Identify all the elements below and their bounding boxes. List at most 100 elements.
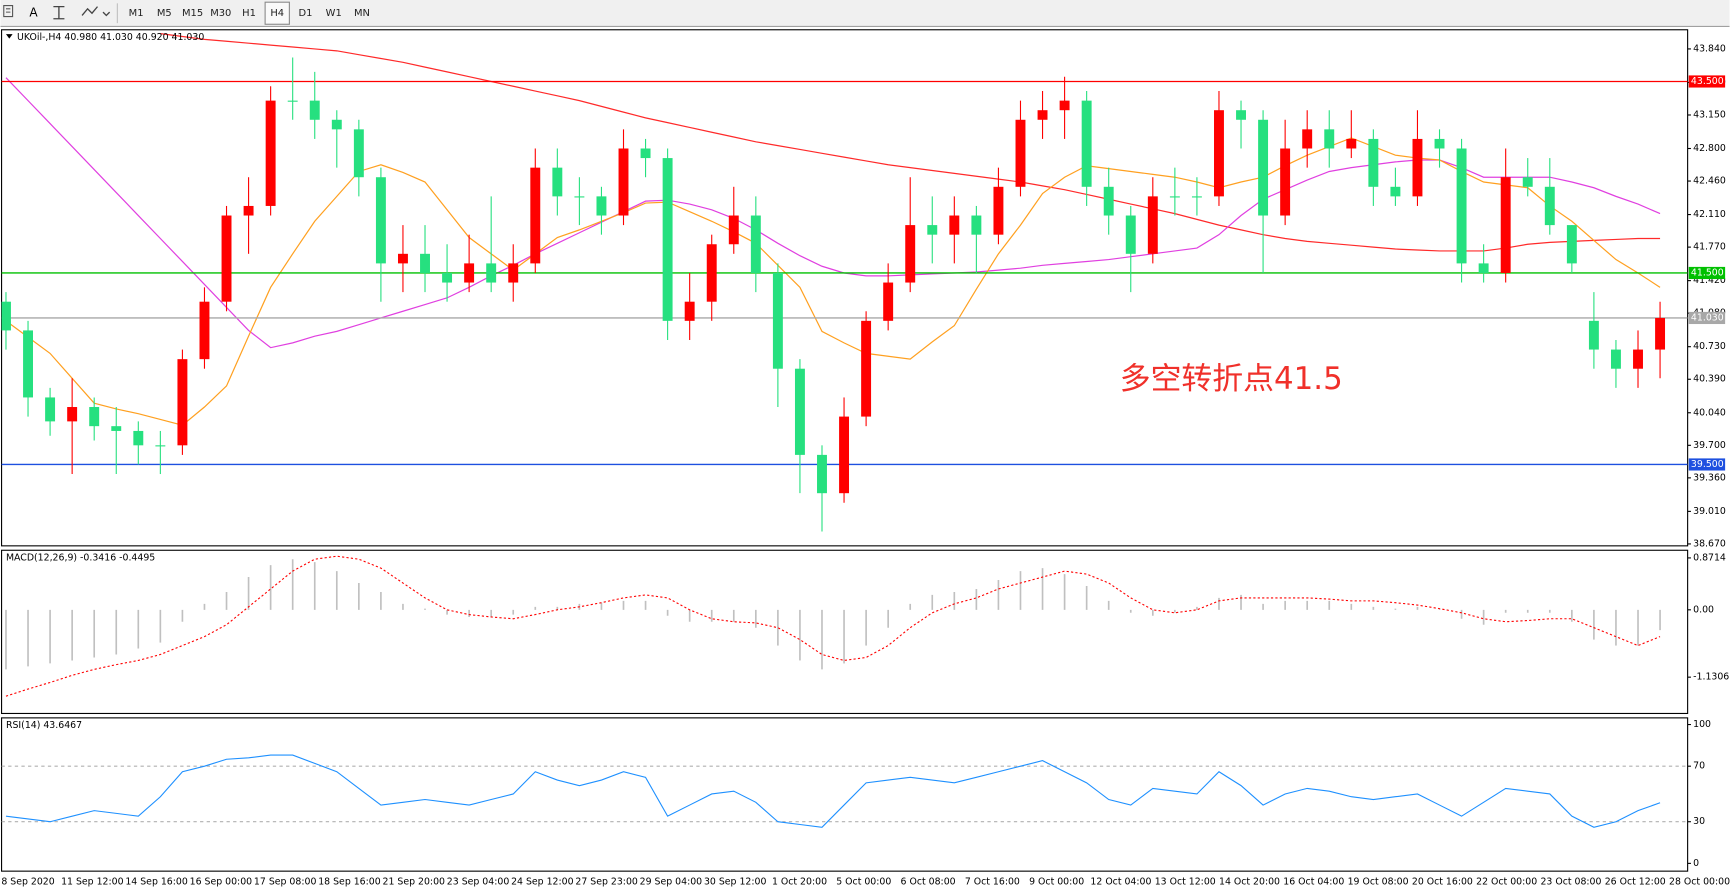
candle-body xyxy=(1214,110,1224,197)
plot-content xyxy=(1,32,1688,532)
candle-body xyxy=(1015,119,1026,187)
plot-content xyxy=(1,754,1688,828)
price-level-label: 41.500 xyxy=(1691,267,1724,278)
candle-body xyxy=(949,215,960,235)
candle-body xyxy=(1302,129,1313,149)
toolbar-bg xyxy=(0,0,1730,27)
indicator-panel: 100 70 30 0 RSI(14) 43.6467 xyxy=(1,717,1711,872)
y-tick-label: 30 xyxy=(1693,816,1705,827)
price-level-tag xyxy=(1688,266,1726,280)
candle-body xyxy=(1280,148,1291,216)
candle-body xyxy=(817,454,827,494)
timeframe-button[interactable]: MN xyxy=(354,8,370,19)
candle-body xyxy=(309,100,320,120)
candle-body xyxy=(1588,320,1599,350)
timeframe-button[interactable]: D1 xyxy=(299,8,313,19)
candle-body xyxy=(839,416,850,494)
timeframe-button[interactable]: M30 xyxy=(210,8,231,19)
y-tick-label: 40.390 xyxy=(1693,374,1726,385)
candle-body xyxy=(464,263,475,283)
x-tick-label: 28 Oct 00:00 xyxy=(1669,877,1730,888)
x-tick-label: 19 Oct 08:00 xyxy=(1348,877,1409,888)
candle-body xyxy=(728,215,739,245)
x-tick-label: 27 Sep 23:00 xyxy=(575,877,638,888)
label-tool[interactable] xyxy=(53,5,65,20)
candle-body xyxy=(1610,349,1621,369)
candle-body xyxy=(177,359,188,446)
candle-body xyxy=(221,215,232,302)
candle-body xyxy=(1434,138,1445,149)
y-tick-label: 38.670 xyxy=(1693,538,1726,549)
x-tick-label: 21 Sep 20:00 xyxy=(383,877,446,888)
candle-body xyxy=(883,282,894,321)
candle-body xyxy=(640,148,651,159)
x-tick-label: 13 Oct 12:00 xyxy=(1155,877,1216,888)
candle-body xyxy=(971,215,982,235)
y-tick-label: 43.150 xyxy=(1693,109,1726,120)
candle-body xyxy=(1412,138,1423,197)
x-tick-label: 8 Sep 2020 xyxy=(1,877,54,888)
text-tool[interactable]: A xyxy=(29,6,38,20)
timeframe-button[interactable]: W1 xyxy=(326,8,342,19)
candle-body xyxy=(1478,263,1489,273)
timeframe-button[interactable]: H4 xyxy=(270,8,284,19)
y-tick-label: 39.010 xyxy=(1693,506,1726,517)
x-tick-label: 26 Oct 12:00 xyxy=(1605,877,1666,888)
x-tick-label: 12 Oct 04:00 xyxy=(1090,877,1151,888)
price-level-label: 39.500 xyxy=(1691,459,1724,470)
y-tick-label: -1.1306 xyxy=(1693,672,1729,683)
candle-body xyxy=(706,244,717,302)
candle-body xyxy=(927,225,938,235)
x-tick-label: 11 Sep 12:00 xyxy=(61,877,124,888)
candle-body xyxy=(67,407,78,422)
x-tick-label: 23 Sep 04:00 xyxy=(447,877,510,888)
x-tick-label: 22 Oct 00:00 xyxy=(1476,877,1537,888)
y-tick-label: 100 xyxy=(1693,719,1711,730)
y-tick-label: 39.360 xyxy=(1693,472,1726,483)
candle-body xyxy=(442,272,453,283)
chart-area: 43.84043.49043.15042.80042.46042.11041.7… xyxy=(1,29,1730,888)
candle-body xyxy=(552,167,563,197)
candle-body xyxy=(794,368,805,455)
panel-title: MACD(12,26,9) -0.3416 -0.4495 xyxy=(6,552,155,563)
candle-body xyxy=(1368,138,1379,187)
y-tick-label: 42.110 xyxy=(1693,209,1726,220)
x-tick-label: 20 Oct 16:00 xyxy=(1412,877,1473,888)
y-tick-label: 40.730 xyxy=(1693,341,1726,352)
candle-body xyxy=(750,215,761,273)
indicator-panel: 43.84043.49043.15042.80042.46042.11041.7… xyxy=(1,29,1730,888)
candle-body xyxy=(662,158,673,321)
panel-frame xyxy=(1,717,1689,872)
crosshair-tool[interactable] xyxy=(3,4,14,18)
candle-body xyxy=(89,407,100,427)
price-level-tag xyxy=(1688,458,1726,471)
x-tick-label: 9 Oct 00:00 xyxy=(1029,877,1084,888)
candle-body xyxy=(1169,196,1180,198)
candle-body xyxy=(1103,186,1114,216)
candle-body xyxy=(133,430,144,446)
candle-body xyxy=(1346,138,1357,149)
timeframe-button[interactable]: M15 xyxy=(182,8,203,19)
candle-body xyxy=(574,196,585,198)
indicator-panel: 0.8714 0.00 -1.1306 MACD(12,26,9) -0.3416 -… xyxy=(1,549,1729,715)
timeframe-button[interactable]: H1 xyxy=(242,8,256,19)
panel-title: UKOil-,H4 40.980 41.030 40.920 41.030 xyxy=(17,32,204,43)
timeframe-button[interactable]: M5 xyxy=(157,8,172,19)
macd-signal xyxy=(5,555,1661,697)
candle-body xyxy=(1633,349,1643,369)
candle-body xyxy=(596,196,607,216)
timeframe-group: M1 M5 M15 M30 H1 H4 D1 W1 MN xyxy=(129,1,370,25)
shapes-tool[interactable] xyxy=(81,6,111,17)
candle-body xyxy=(1236,110,1246,120)
price-level-tag xyxy=(1688,311,1726,325)
candle-body xyxy=(1390,186,1401,197)
candle-body xyxy=(45,397,56,422)
candle-body xyxy=(684,301,695,321)
moving-average xyxy=(5,77,1661,349)
candle-body xyxy=(111,426,122,431)
symbol-menu[interactable] xyxy=(5,34,13,39)
timeframe-button[interactable]: M1 xyxy=(129,8,144,19)
y-tick-label: 42.460 xyxy=(1693,176,1726,187)
x-tick-label: 23 Oct 08:00 xyxy=(1540,877,1601,888)
